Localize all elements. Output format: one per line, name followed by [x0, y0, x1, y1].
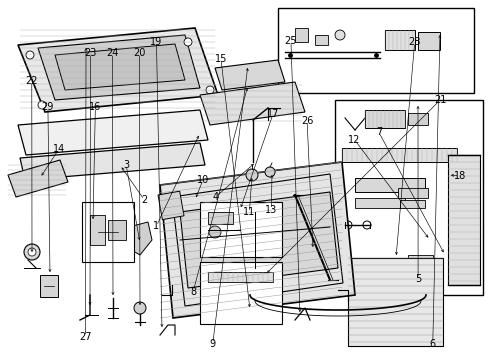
Bar: [364, 110, 404, 128]
Bar: [278, 8, 473, 93]
Polygon shape: [18, 110, 207, 155]
Polygon shape: [200, 82, 305, 125]
Text: 7: 7: [375, 127, 381, 138]
Text: 10: 10: [196, 175, 209, 185]
Text: 21: 21: [433, 95, 446, 105]
Text: 25: 25: [284, 36, 297, 46]
Text: 1: 1: [153, 221, 159, 231]
Polygon shape: [294, 28, 307, 42]
Text: 23: 23: [84, 48, 97, 58]
Text: 29: 29: [41, 102, 54, 112]
Text: 11: 11: [243, 207, 255, 217]
Polygon shape: [20, 143, 204, 180]
Text: 8: 8: [190, 287, 196, 297]
Circle shape: [245, 169, 258, 181]
Text: 19: 19: [150, 37, 163, 48]
Bar: [207, 272, 272, 282]
Bar: [200, 202, 282, 257]
Polygon shape: [8, 160, 68, 197]
Bar: [200, 262, 282, 324]
Circle shape: [134, 302, 146, 314]
Polygon shape: [314, 35, 327, 45]
Polygon shape: [160, 162, 354, 318]
Polygon shape: [180, 192, 337, 288]
Bar: [417, 32, 439, 50]
Bar: [354, 198, 404, 208]
Circle shape: [28, 248, 36, 256]
Bar: [347, 258, 442, 346]
Polygon shape: [55, 44, 184, 90]
Circle shape: [24, 244, 40, 260]
Bar: [407, 255, 432, 270]
Text: 28: 28: [407, 37, 420, 48]
Text: 20: 20: [133, 48, 145, 58]
Bar: [82, 202, 134, 262]
Text: 24: 24: [106, 48, 119, 58]
Text: 13: 13: [264, 204, 277, 215]
Circle shape: [26, 51, 34, 59]
Text: 22: 22: [25, 76, 38, 86]
Bar: [341, 148, 456, 162]
Polygon shape: [38, 35, 200, 100]
Polygon shape: [18, 28, 218, 112]
Text: 16: 16: [89, 102, 102, 112]
Bar: [397, 188, 427, 198]
Text: 15: 15: [214, 54, 227, 64]
Bar: [354, 178, 424, 192]
Text: 2: 2: [141, 195, 147, 205]
Text: 12: 12: [347, 135, 360, 145]
Bar: [40, 275, 58, 297]
Circle shape: [183, 38, 192, 46]
Circle shape: [38, 101, 46, 109]
Bar: [399, 200, 424, 208]
Bar: [108, 220, 126, 240]
Circle shape: [334, 30, 345, 40]
Text: 26: 26: [300, 116, 313, 126]
Bar: [90, 215, 105, 245]
Text: 18: 18: [452, 171, 465, 181]
Bar: [447, 155, 479, 285]
Polygon shape: [125, 222, 152, 255]
Bar: [207, 212, 232, 224]
Polygon shape: [384, 30, 414, 50]
Polygon shape: [215, 60, 285, 90]
Text: 14: 14: [52, 144, 65, 154]
Bar: [407, 113, 427, 125]
Text: 3: 3: [123, 160, 129, 170]
Text: 9: 9: [209, 339, 215, 349]
Bar: [334, 100, 482, 295]
Text: 17: 17: [266, 109, 279, 120]
Circle shape: [205, 86, 214, 94]
Circle shape: [343, 221, 351, 229]
Circle shape: [264, 167, 274, 177]
Circle shape: [362, 221, 370, 229]
Text: 5: 5: [414, 274, 420, 284]
Bar: [158, 191, 183, 220]
Text: 27: 27: [79, 332, 92, 342]
Text: 4: 4: [212, 192, 218, 202]
Circle shape: [208, 226, 221, 238]
Text: 6: 6: [429, 339, 435, 349]
